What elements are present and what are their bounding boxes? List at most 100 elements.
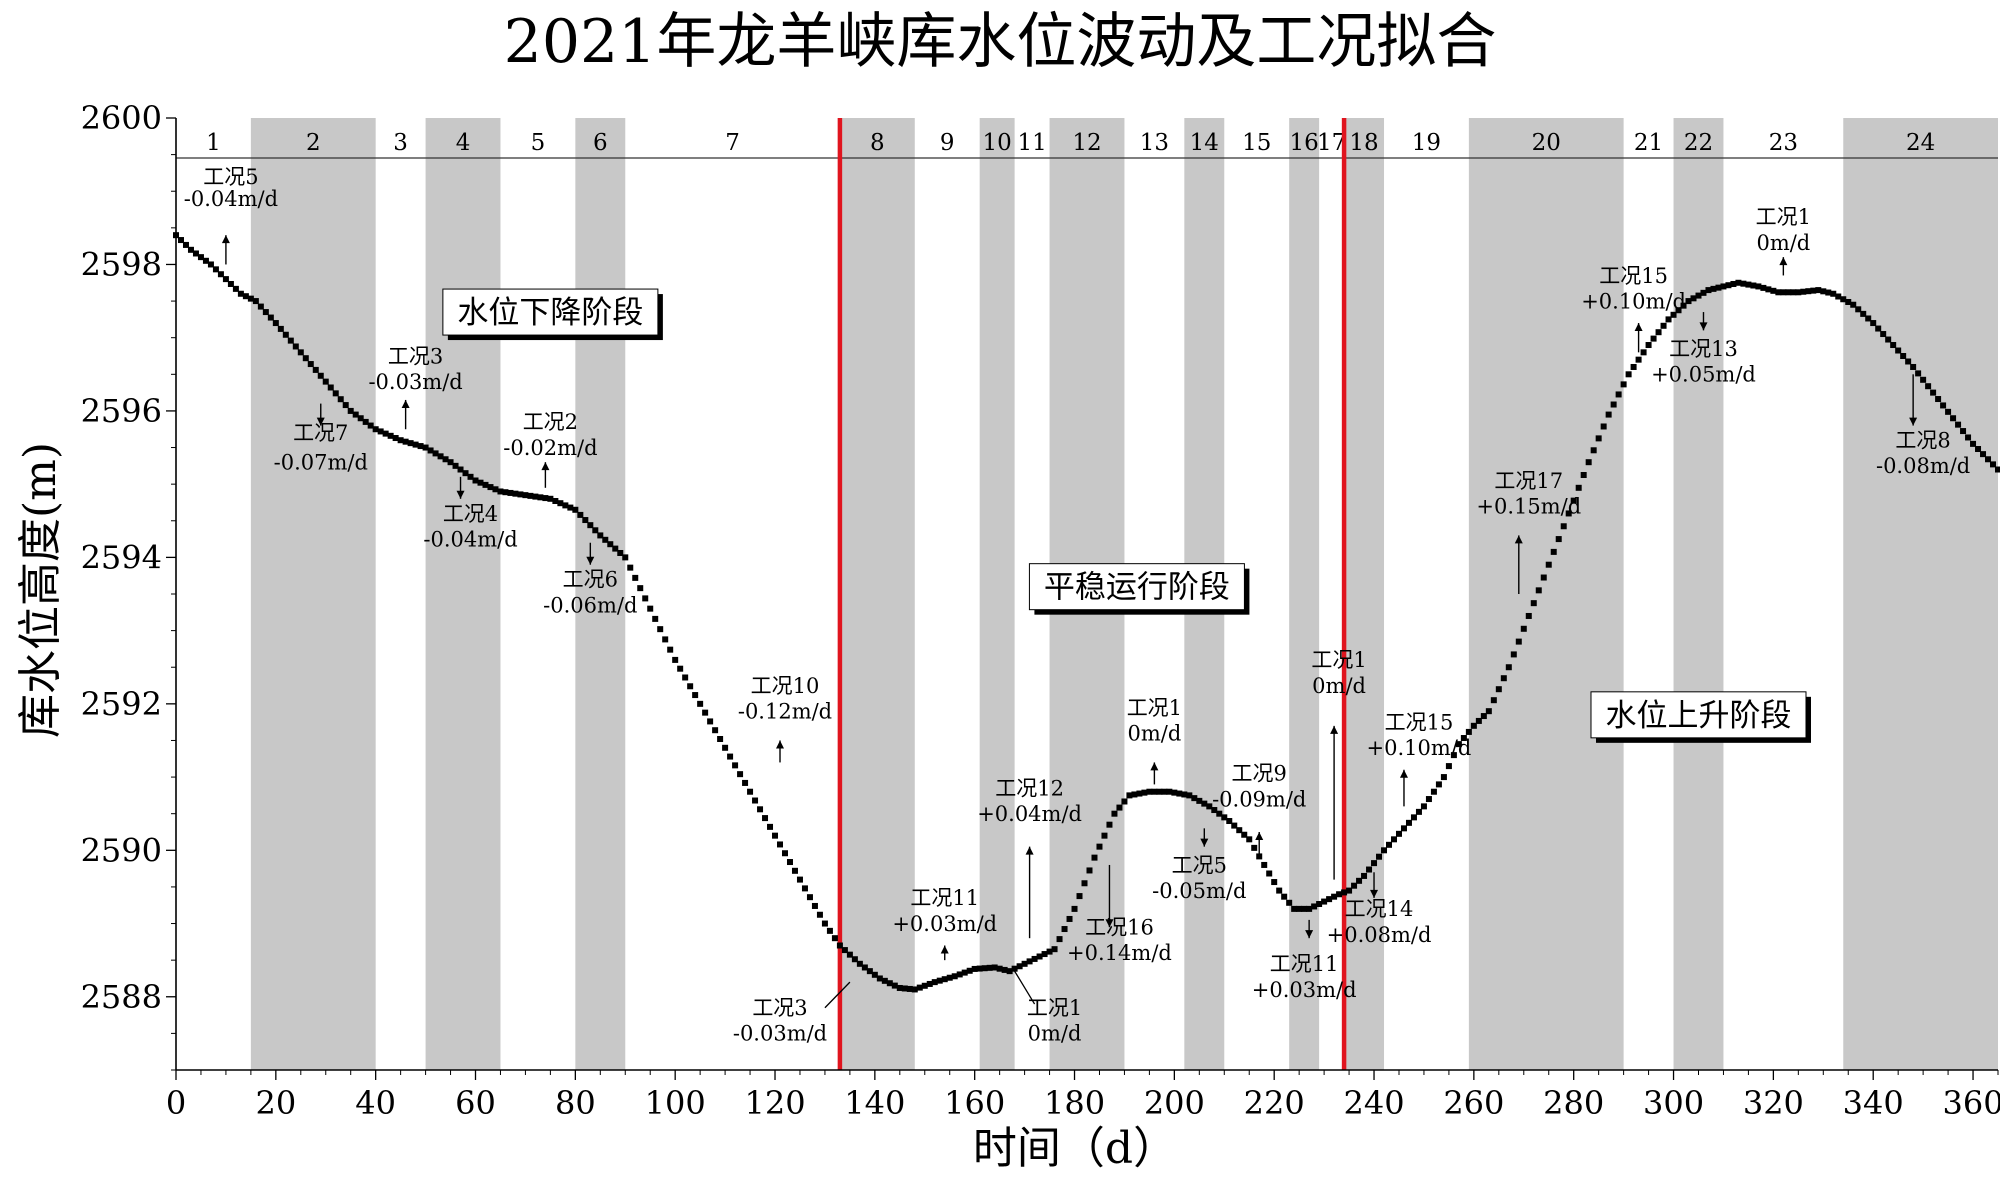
x-tick-label: 340 bbox=[1843, 1084, 1904, 1122]
data-point bbox=[876, 975, 883, 982]
data-point bbox=[1146, 788, 1153, 795]
data-point bbox=[866, 968, 873, 975]
data-point bbox=[412, 441, 419, 448]
data-point bbox=[1600, 423, 1607, 430]
data-point bbox=[1036, 953, 1043, 960]
data-point bbox=[1440, 774, 1447, 781]
x-tick-label: 200 bbox=[1144, 1084, 1205, 1122]
annotation-label: 工况10 bbox=[751, 674, 820, 698]
data-point bbox=[592, 527, 599, 534]
water-level-series bbox=[173, 232, 2000, 993]
band-6 bbox=[575, 118, 626, 1070]
data-point bbox=[1136, 790, 1143, 797]
data-point bbox=[1725, 282, 1732, 289]
data-point bbox=[322, 378, 329, 385]
data-point bbox=[811, 902, 818, 909]
data-point bbox=[1495, 686, 1502, 693]
data-point bbox=[1740, 280, 1747, 287]
annotation-rate: +0.03m/d bbox=[892, 912, 997, 936]
data-point bbox=[477, 479, 484, 486]
data-point bbox=[1830, 290, 1837, 297]
x-tick-label: 160 bbox=[944, 1084, 1005, 1122]
data-point bbox=[1236, 827, 1243, 834]
data-point bbox=[911, 986, 918, 993]
data-point bbox=[492, 486, 499, 493]
data-point bbox=[1071, 905, 1078, 912]
data-point bbox=[247, 295, 254, 302]
annotation-arrow-head bbox=[1025, 846, 1034, 855]
data-point bbox=[652, 615, 659, 622]
data-point bbox=[1096, 843, 1103, 850]
annotation-rate: +0.05m/d bbox=[1651, 363, 1756, 387]
data-point bbox=[1460, 735, 1467, 742]
y-tick-label: 2598 bbox=[81, 245, 162, 283]
data-point bbox=[297, 349, 304, 356]
data-point bbox=[1410, 814, 1417, 821]
data-point bbox=[1430, 788, 1437, 795]
data-point bbox=[742, 779, 749, 786]
data-point bbox=[447, 459, 454, 466]
data-point bbox=[1850, 301, 1857, 308]
data-point bbox=[971, 965, 978, 972]
band-label-13: 13 bbox=[1140, 130, 1169, 156]
x-tick-label: 20 bbox=[255, 1084, 296, 1122]
band-label-5: 5 bbox=[531, 130, 546, 156]
data-point bbox=[672, 656, 679, 663]
data-point bbox=[1715, 284, 1722, 291]
data-point bbox=[1675, 307, 1682, 314]
data-point bbox=[1875, 325, 1882, 332]
axes: 0 20 40 60 80 100 120 140 160 180 200 220 240 260 280 3… bbox=[81, 99, 2000, 1122]
annotation-arrow-head bbox=[1399, 769, 1408, 778]
data-point bbox=[1176, 790, 1183, 797]
data-point bbox=[1301, 905, 1308, 912]
band-label-24: 24 bbox=[1906, 130, 1935, 156]
data-point bbox=[1141, 789, 1148, 796]
data-point bbox=[826, 927, 833, 934]
data-point bbox=[1291, 905, 1298, 912]
data-point bbox=[1510, 651, 1517, 658]
annotation-label: 工况15 bbox=[1599, 264, 1668, 288]
data-point bbox=[1356, 877, 1363, 884]
data-point bbox=[1001, 966, 1008, 973]
data-point bbox=[532, 493, 539, 500]
data-point bbox=[841, 947, 848, 954]
x-tick-label: 140 bbox=[844, 1084, 905, 1122]
y-tick-label: 2600 bbox=[81, 99, 162, 137]
data-point bbox=[557, 500, 564, 507]
annotation-arrow-head bbox=[316, 417, 325, 426]
data-point bbox=[747, 788, 754, 795]
data-point bbox=[1730, 280, 1737, 287]
annotation-label: 工况17 bbox=[1494, 469, 1563, 493]
data-point bbox=[737, 771, 744, 778]
data-point bbox=[517, 491, 524, 498]
data-point bbox=[926, 980, 933, 987]
data-point bbox=[462, 470, 469, 477]
data-point bbox=[237, 290, 244, 297]
data-point bbox=[502, 489, 509, 496]
data-point bbox=[287, 337, 294, 344]
data-point bbox=[896, 984, 903, 991]
data-point bbox=[1630, 363, 1637, 370]
annotation-label: 工况5 bbox=[1172, 853, 1227, 877]
band-label-2: 2 bbox=[306, 130, 321, 156]
data-point bbox=[427, 447, 434, 454]
data-point bbox=[507, 489, 514, 496]
data-point bbox=[1760, 284, 1767, 291]
data-point bbox=[1755, 283, 1762, 290]
y-axis-label: 库水位高度(m) bbox=[15, 442, 66, 738]
annotation-rate: -0.03m/d bbox=[368, 370, 462, 394]
data-point bbox=[1775, 289, 1782, 296]
data-point bbox=[1386, 841, 1393, 848]
data-point bbox=[1181, 791, 1188, 798]
phase-label-box bbox=[442, 288, 659, 336]
data-point bbox=[1326, 896, 1333, 903]
data-point bbox=[1865, 315, 1872, 322]
annotation-rate: 0m/d bbox=[1127, 721, 1181, 745]
data-point bbox=[522, 492, 529, 499]
data-point bbox=[1191, 795, 1198, 802]
band-label-22: 22 bbox=[1684, 130, 1713, 156]
annotation-rate: +0.04m/d bbox=[977, 802, 1082, 826]
data-point bbox=[1575, 484, 1582, 491]
data-point bbox=[1645, 342, 1652, 349]
